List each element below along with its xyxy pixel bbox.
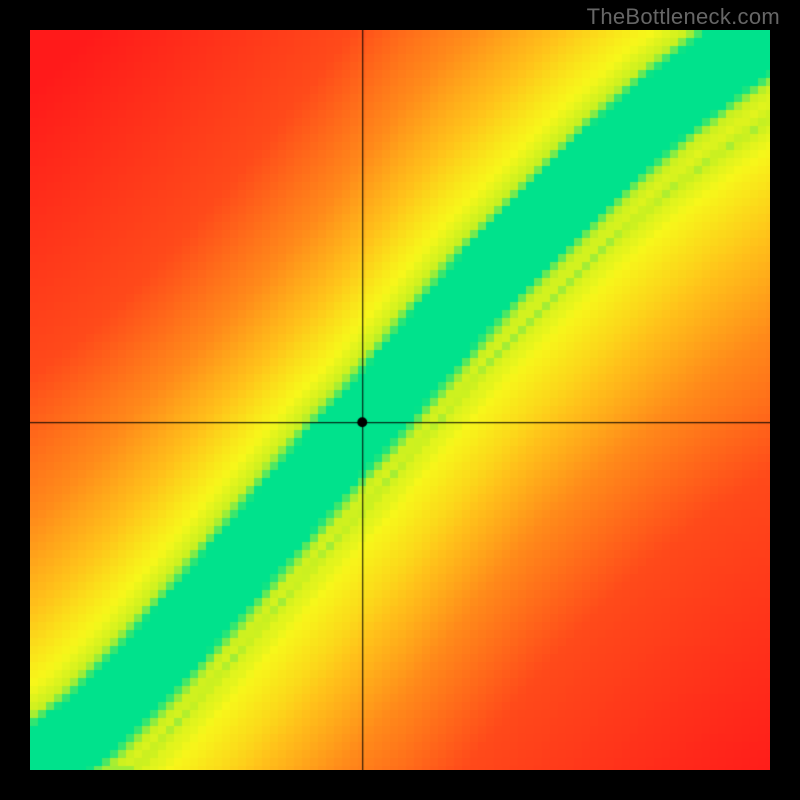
bottleneck-heatmap [30,30,770,770]
chart-container: TheBottleneck.com [0,0,800,800]
watermark-text: TheBottleneck.com [587,4,780,30]
